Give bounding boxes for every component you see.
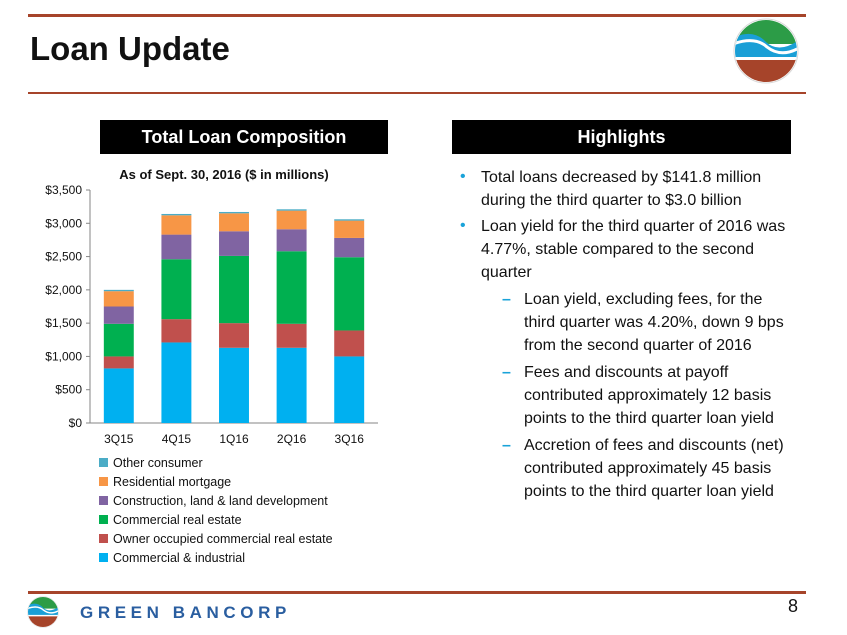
dash-bullet-icon: – bbox=[502, 364, 511, 381]
bar-segment bbox=[334, 257, 365, 331]
legend-swatch bbox=[99, 553, 108, 562]
bar-segment bbox=[103, 323, 134, 357]
y-tick-label: $500 bbox=[55, 383, 82, 397]
bar-segment bbox=[161, 213, 192, 216]
highlight-sub-text: Fees and discounts at payoff contributed… bbox=[524, 364, 774, 427]
loan-composition-chart: As of Sept. 30, 2016 ($ in millions) $0 $5… bbox=[45, 167, 378, 446]
legend-swatch bbox=[99, 534, 108, 543]
bottom-rule bbox=[28, 591, 806, 594]
bar-segment bbox=[161, 319, 192, 343]
dash-bullet-icon: – bbox=[502, 291, 511, 308]
chart-legend: Other consumer Residential mortgage Constr… bbox=[99, 453, 333, 567]
chart-section-header: Total Loan Composition bbox=[100, 120, 388, 154]
y-tick-label: $2,500 bbox=[45, 250, 82, 264]
highlight-text: Total loans decreased by $141.8 million … bbox=[481, 169, 762, 209]
bar-segment bbox=[219, 213, 249, 232]
legend-item: Construction, land & land development bbox=[99, 491, 333, 510]
page-number: 8 bbox=[788, 596, 799, 616]
legend-label: Commercial real estate bbox=[113, 512, 242, 527]
bar-segment bbox=[161, 215, 192, 235]
legend-swatch bbox=[99, 496, 108, 505]
highlights-list: • Total loans decreased by $141.8 million… bbox=[458, 166, 793, 503]
bullet-dot-icon: • bbox=[460, 168, 466, 185]
legend-label: Commercial & industrial bbox=[113, 550, 245, 565]
bar-segment bbox=[219, 211, 249, 214]
legend-label: Owner occupied commercial real estate bbox=[113, 531, 333, 546]
y-tick-label: $1,500 bbox=[45, 316, 82, 330]
legend-swatch bbox=[99, 458, 108, 467]
green-bancorp-logo-icon bbox=[733, 18, 799, 89]
legend-swatch bbox=[99, 477, 108, 486]
bar-segment bbox=[103, 289, 134, 292]
bar-segment bbox=[276, 323, 307, 348]
bar-segment bbox=[334, 237, 365, 258]
x-tick-label: 2Q16 bbox=[277, 432, 307, 446]
footer-logo-icon bbox=[27, 596, 59, 633]
bar-segment bbox=[334, 330, 365, 357]
bullet-dot-icon: • bbox=[460, 217, 466, 234]
highlight-sub-text: Loan yield, excluding fees, for the thir… bbox=[524, 291, 784, 354]
legend-item: Commercial real estate bbox=[99, 510, 333, 529]
title-underline bbox=[28, 92, 806, 94]
x-tick-label: 3Q16 bbox=[335, 432, 365, 446]
bar-segment bbox=[161, 259, 192, 320]
bar-segment bbox=[276, 209, 307, 211]
highlight-sub-text: Accretion of fees and discounts (net) co… bbox=[524, 437, 784, 500]
bar-segment bbox=[334, 219, 365, 221]
brand-wordmark: GREEN BANCORP bbox=[80, 603, 291, 622]
slide-title: Loan Update bbox=[30, 30, 230, 67]
bar-segment bbox=[276, 229, 307, 252]
legend-item: Commercial & industrial bbox=[99, 548, 333, 567]
bar-segment bbox=[276, 210, 307, 230]
bar-segment bbox=[219, 231, 249, 256]
y-tick-label: $3,000 bbox=[45, 216, 82, 230]
bar-segment bbox=[334, 220, 365, 238]
bar-segment bbox=[219, 347, 249, 423]
legend-item: Other consumer bbox=[99, 453, 333, 472]
bar-segment bbox=[276, 251, 307, 324]
bar-segment bbox=[103, 356, 134, 369]
bar-segment bbox=[103, 368, 134, 423]
bar-segment bbox=[103, 291, 134, 307]
legend-item: Residential mortgage bbox=[99, 472, 333, 491]
dash-bullet-icon: – bbox=[502, 437, 511, 454]
y-tick-label: $1,000 bbox=[45, 349, 82, 363]
legend-label: Construction, land & land development bbox=[113, 493, 328, 508]
highlight-sub-bullet: – Loan yield, excluding fees, for the thi… bbox=[458, 288, 793, 357]
bar-segment bbox=[334, 356, 365, 423]
legend-label: Residential mortgage bbox=[113, 474, 232, 489]
highlight-sub-bullet: – Fees and discounts at payoff contribute… bbox=[458, 361, 793, 430]
x-tick-label: 4Q15 bbox=[162, 432, 192, 446]
legend-swatch bbox=[99, 515, 108, 524]
top-rule bbox=[28, 14, 806, 17]
bar-segment bbox=[219, 255, 249, 324]
highlight-text: Loan yield for the third quarter of 2016… bbox=[481, 218, 786, 281]
highlight-bullet: • Loan yield for the third quarter of 201… bbox=[458, 215, 793, 284]
bar-segment bbox=[103, 306, 134, 324]
bar-segment bbox=[276, 347, 307, 423]
x-tick-label: 3Q15 bbox=[104, 432, 134, 446]
legend-label: Other consumer bbox=[113, 455, 203, 470]
highlight-bullet: • Total loans decreased by $141.8 million… bbox=[458, 166, 793, 212]
bar-segment bbox=[219, 323, 249, 348]
chart-title: As of Sept. 30, 2016 ($ in millions) bbox=[119, 167, 329, 182]
highlight-sub-bullet: – Accretion of fees and discounts (net) c… bbox=[458, 434, 793, 503]
bar-segment bbox=[161, 342, 192, 423]
y-tick-label: $0 bbox=[69, 416, 83, 430]
bar-segment bbox=[161, 234, 192, 260]
y-tick-label: $2,000 bbox=[45, 283, 82, 297]
y-tick-label: $3,500 bbox=[45, 183, 82, 197]
x-tick-label: 1Q16 bbox=[219, 432, 249, 446]
legend-item: Owner occupied commercial real estate bbox=[99, 529, 333, 548]
highlights-section-header: Highlights bbox=[452, 120, 791, 154]
